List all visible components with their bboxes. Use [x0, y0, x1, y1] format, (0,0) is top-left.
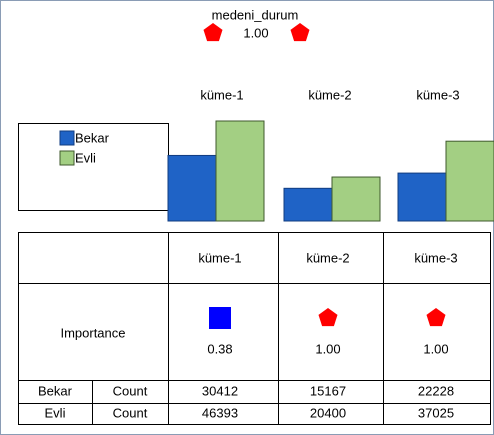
- row-measure: Count: [113, 383, 148, 398]
- cluster-header: küme-2: [306, 250, 349, 265]
- row-name: Bekar: [38, 383, 73, 398]
- row-name: Evli: [45, 405, 66, 420]
- count-cell: 30412: [202, 383, 238, 398]
- legend-label: Bekar: [75, 130, 110, 145]
- bar: [283, 187, 333, 222]
- importance-icon: [203, 23, 223, 42]
- importance-icon: [318, 308, 338, 327]
- count-cell: 37025: [418, 405, 454, 420]
- count-cell: 15167: [310, 383, 346, 398]
- row-measure: Count: [113, 405, 148, 420]
- variable-importance: 1.00: [243, 25, 268, 40]
- cluster-header: küme-3: [414, 250, 457, 265]
- legend-swatch: [59, 150, 75, 166]
- count-cell: 46393: [202, 405, 238, 420]
- bar: [215, 120, 265, 222]
- importance-icon: [426, 308, 446, 327]
- cluster-header: küme-1: [198, 250, 241, 265]
- importance-value: 1.00: [423, 341, 448, 356]
- cluster-label: küme-1: [200, 87, 243, 102]
- bar: [445, 140, 494, 222]
- bar: [167, 154, 217, 222]
- bar: [397, 172, 447, 222]
- importance-label: Importance: [60, 325, 125, 340]
- count-cell: 22228: [418, 383, 454, 398]
- cluster-label: küme-3: [416, 87, 459, 102]
- bar: [331, 176, 381, 222]
- legend-swatch: [59, 130, 75, 146]
- importance-icon: [290, 23, 310, 42]
- importance-value: 0.38: [207, 341, 232, 356]
- legend-label: Evli: [75, 150, 96, 165]
- importance-value: 1.00: [315, 341, 340, 356]
- variable-name: medeni_durum: [212, 7, 299, 22]
- count-cell: 20400: [310, 405, 346, 420]
- table-frame: [18, 232, 491, 425]
- cluster-label: küme-2: [308, 87, 351, 102]
- importance-icon: [209, 307, 231, 329]
